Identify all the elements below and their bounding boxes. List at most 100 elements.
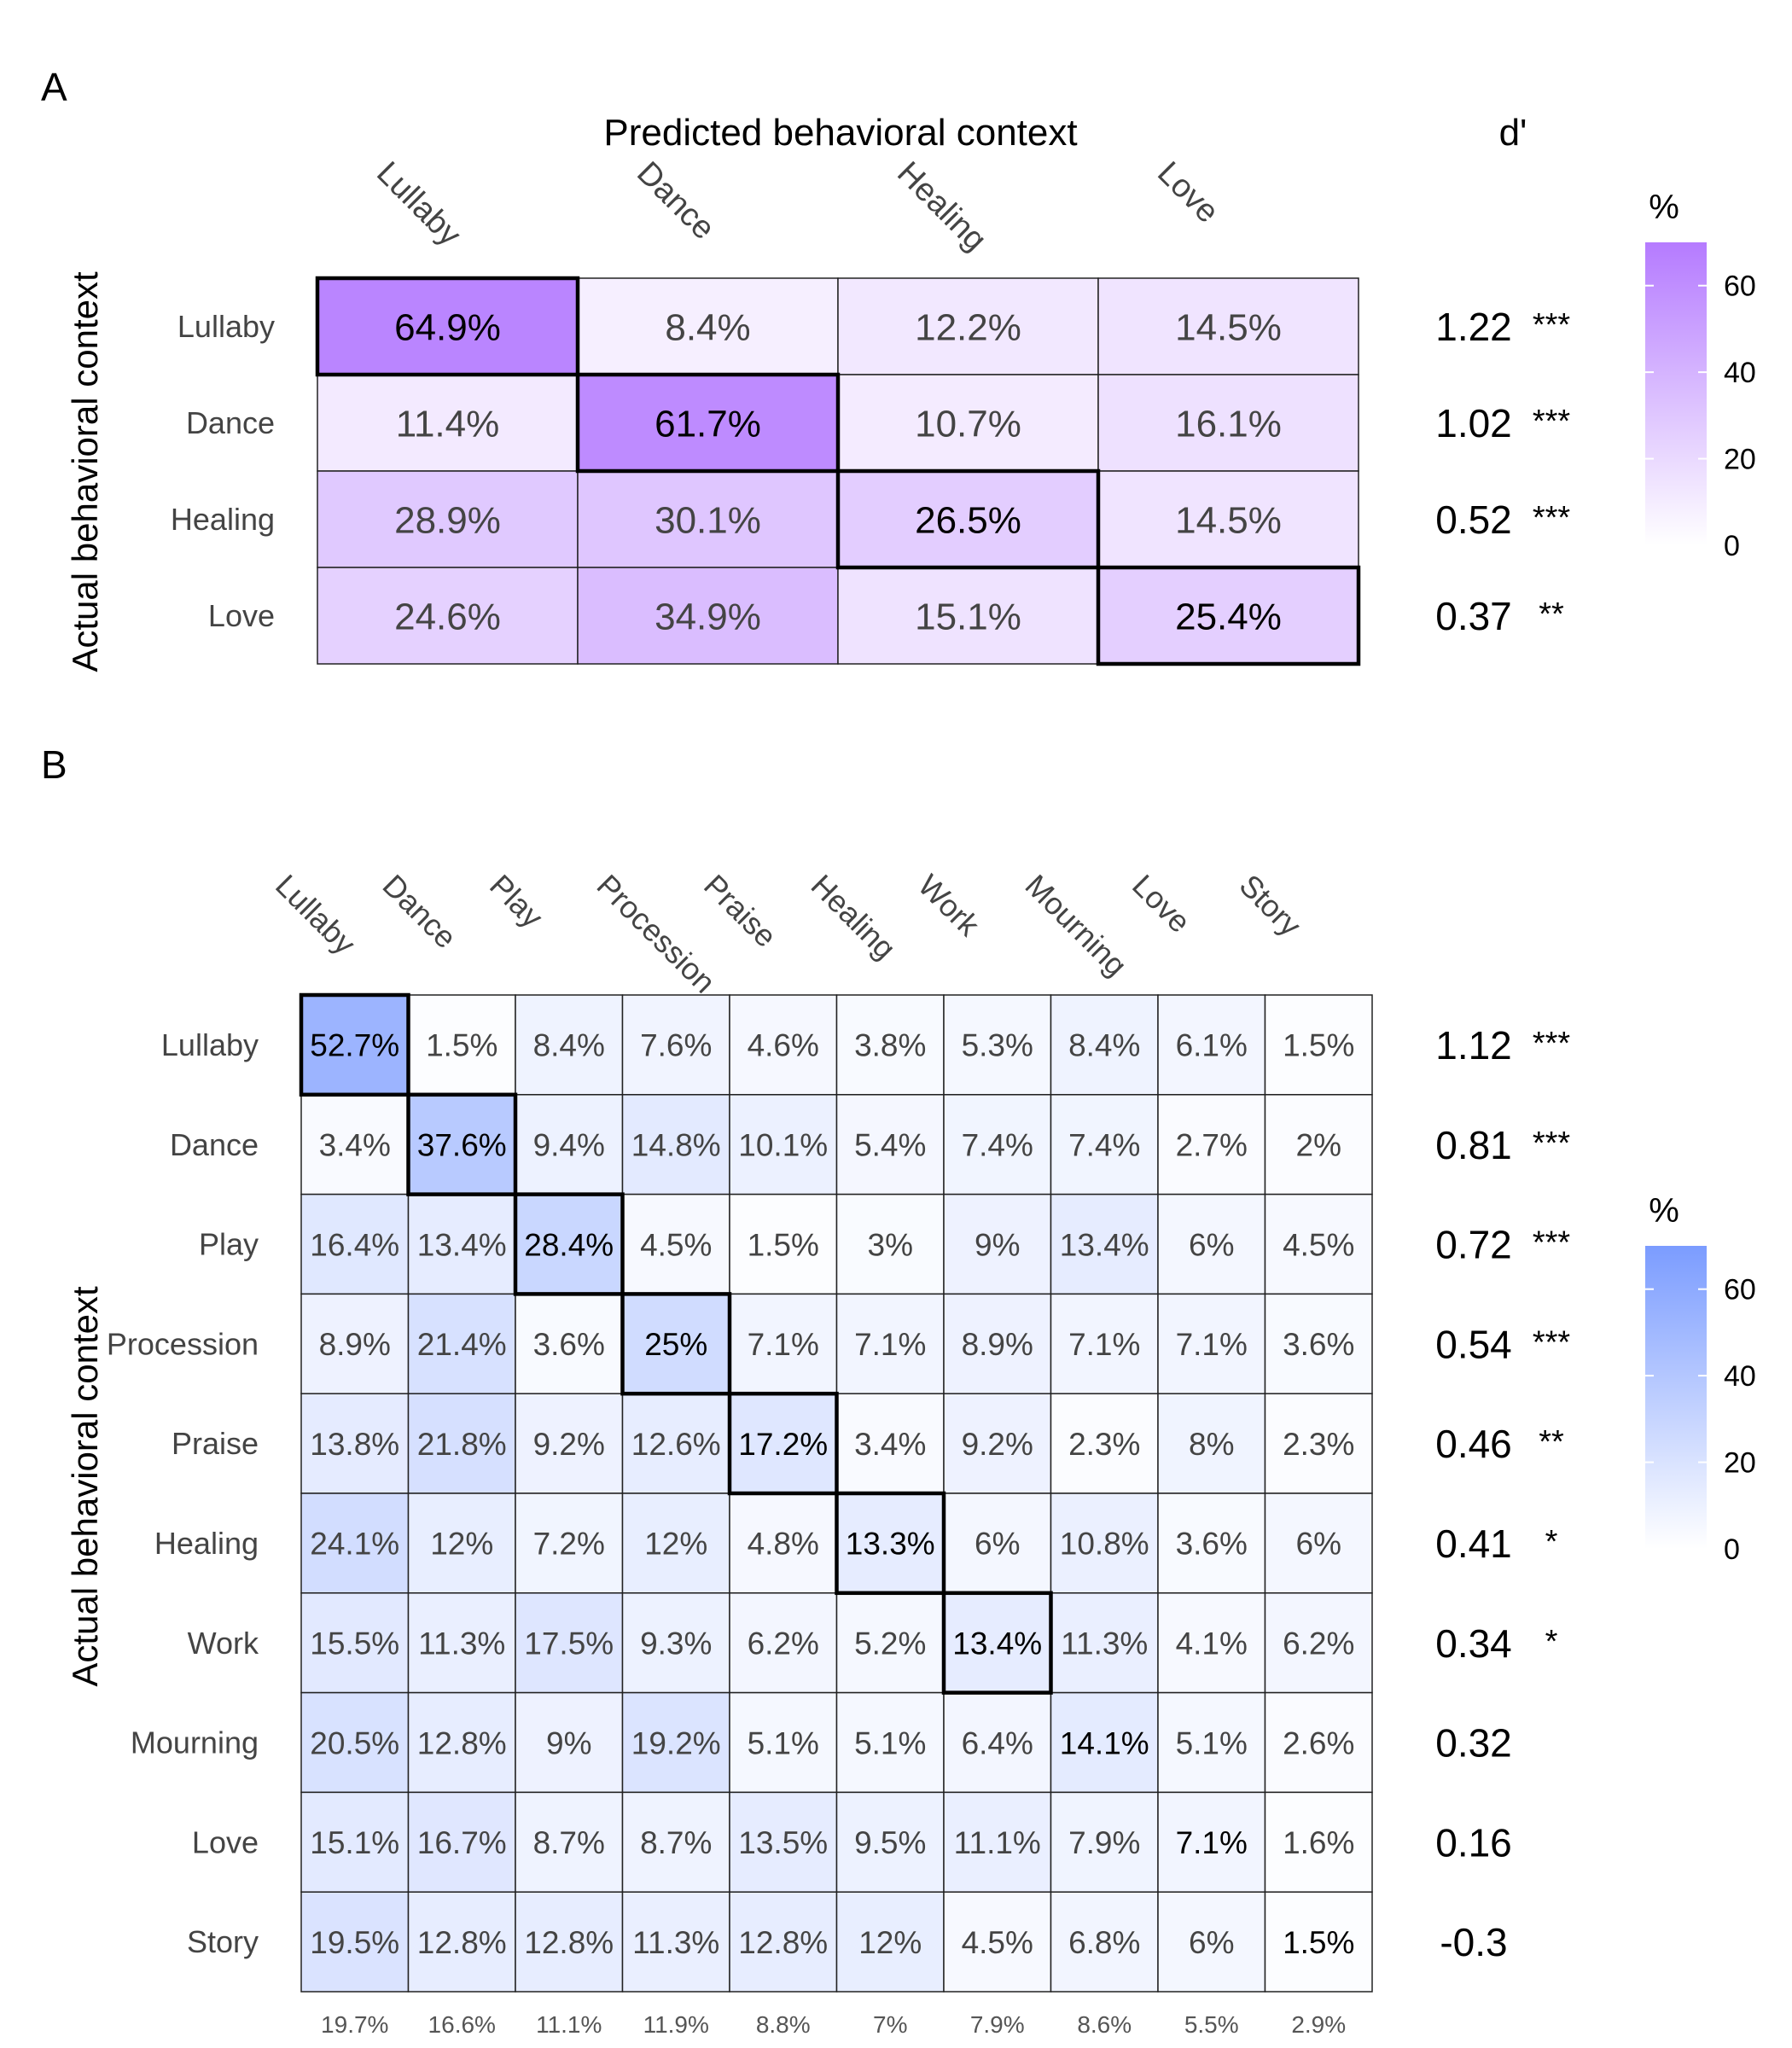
cell-value-label: 3% (868, 1227, 913, 1262)
row-label-lullaby: Lullaby (161, 1027, 259, 1062)
cell-value-label: 8.7% (640, 1825, 712, 1860)
heatmap-cell (1050, 1094, 1159, 1196)
heatmap-cell (1157, 994, 1266, 1096)
heatmap-cell (729, 1492, 838, 1594)
heatmap-cell (515, 994, 624, 1096)
cell-value-label: 8.4% (533, 1028, 605, 1063)
cell-value-label: 13.8% (310, 1427, 399, 1462)
cell-value-label: 7.9% (1068, 1825, 1140, 1860)
heatmap-cell (835, 1691, 945, 1794)
row-label-dance: Dance (170, 1127, 259, 1162)
cell-value-label: 3.6% (1176, 1527, 1248, 1562)
heatmap-cell (1264, 1791, 1373, 1893)
cell-value-label: 14.5% (1175, 306, 1282, 348)
colorbar-tick-label: 60 (1724, 271, 1756, 303)
dprime-value: 0.37 (1435, 594, 1512, 638)
heatmap-cell (1050, 1492, 1159, 1594)
significance-stars: ** (1539, 596, 1564, 632)
column-total-label: 19.7% (321, 2011, 388, 2038)
row-label-mourning: Mourning (131, 1725, 259, 1760)
colorbar-title: % (1649, 1192, 1679, 1230)
significance-stars: *** (1533, 1026, 1571, 1062)
dprime-value: 0.52 (1435, 497, 1512, 542)
dprime-value: 0.16 (1435, 1820, 1512, 1865)
heatmap-cell (1050, 1393, 1159, 1494)
heatmap-cell (1097, 277, 1359, 375)
dprime-value: 0.32 (1435, 1721, 1512, 1766)
cell-value-label: 4.5% (1283, 1227, 1354, 1262)
panel-a-heatmap: Lullaby Dance Healing Love Lullaby Dance Heali… (171, 155, 1571, 666)
significance-stars: *** (1533, 1126, 1571, 1161)
diagonal-highlight-box (941, 1591, 1053, 1695)
heatmap-cell (1157, 1193, 1266, 1295)
row-label-praise: Praise (172, 1426, 259, 1461)
heatmap-cell (729, 1891, 838, 1993)
significance-stars: *** (1533, 404, 1571, 439)
cell-value-label: 10.7% (915, 403, 1021, 445)
panel-a-dprime-header: d' (1499, 112, 1527, 154)
row-label-procession: Procession (107, 1326, 259, 1361)
dprime-value: 1.12 (1435, 1023, 1512, 1068)
cell-value-label: 24.6% (394, 596, 501, 637)
heatmap-cell (407, 1592, 516, 1694)
heatmap-cell (577, 277, 839, 375)
heatmap-cell (729, 1592, 838, 1694)
heatmap-cell (1264, 994, 1373, 1096)
cell-value-label: 12.2% (915, 306, 1021, 348)
cell-value-label: 1.5% (1283, 1925, 1354, 1960)
panel-a-y-axis-title: Actual behavioral context (65, 271, 105, 672)
row-label-love: Love (192, 1824, 259, 1859)
cell-value-label: 14.5% (1175, 499, 1282, 541)
significance-stars: ** (1539, 1424, 1564, 1460)
cell-value-label: 7.6% (640, 1028, 712, 1063)
cell-value-label: 9% (546, 1725, 591, 1760)
cell-value-label: 7.1% (1068, 1327, 1140, 1362)
column-label-work: Work (911, 868, 987, 944)
cell-value-label: 7.1% (854, 1327, 926, 1362)
heatmap-cell (835, 1492, 945, 1594)
cell-value-label: 28.4% (524, 1227, 614, 1262)
heatmap-cell (1097, 470, 1359, 568)
dprime-value: 1.22 (1435, 305, 1512, 349)
cell-value-label: 4.6% (748, 1028, 819, 1063)
column-total-label: 16.6% (428, 2011, 496, 2038)
panel-a-colorbar: % 0 20 40 60 (1645, 189, 1756, 562)
heatmap-cell (1050, 1193, 1159, 1295)
cell-value-label: 12% (644, 1527, 707, 1562)
cell-value-label: 8.7% (533, 1825, 605, 1860)
cell-value-label: 61.7% (655, 403, 761, 445)
row-label-healing: Healing (171, 502, 275, 537)
cell-value-label: 6% (975, 1527, 1020, 1562)
cell-value-label: 2.3% (1068, 1427, 1140, 1462)
column-total-label: 11.1% (536, 2011, 602, 2038)
column-total-label: 8.6% (1077, 2011, 1132, 2038)
cell-value-label: 16.4% (310, 1227, 399, 1262)
cell-value-label: 9.4% (533, 1128, 605, 1163)
heatmap-cell (317, 567, 579, 665)
cell-value-label: 8.9% (962, 1327, 1033, 1362)
heatmap-cell (1157, 1691, 1266, 1794)
column-total-label: 7.9% (970, 2011, 1025, 2038)
cell-value-label: 15.1% (915, 596, 1021, 637)
cell-value-label: 6.1% (1176, 1028, 1248, 1063)
cell-value-label: 52.7% (310, 1028, 399, 1063)
heatmap-cell (835, 1891, 945, 1993)
cell-value-label: 7.2% (533, 1527, 605, 1562)
cell-value-label: 9.2% (962, 1427, 1033, 1462)
cell-value-label: 4.1% (1176, 1626, 1248, 1661)
panel-b-colorbar: % 0 20 40 60 (1645, 1192, 1756, 1566)
heatmap-cell (943, 994, 1052, 1096)
cell-value-label: 5.1% (748, 1725, 819, 1760)
heatmap-cell (621, 1193, 730, 1295)
heatmap-cell (1097, 374, 1359, 472)
diagonal-highlight-box (835, 468, 1101, 570)
cell-value-label: 9.3% (640, 1626, 712, 1661)
cell-value-label: 3.6% (1283, 1327, 1354, 1362)
heatmap-cell (577, 470, 839, 568)
column-label-dance: Dance (630, 155, 721, 247)
dprime-value: 0.34 (1435, 1621, 1512, 1666)
cell-value-label: 12.8% (738, 1925, 828, 1960)
heatmap-cell (729, 994, 838, 1096)
cell-value-label: 13.3% (846, 1527, 935, 1562)
heatmap-cell (1264, 1393, 1373, 1494)
